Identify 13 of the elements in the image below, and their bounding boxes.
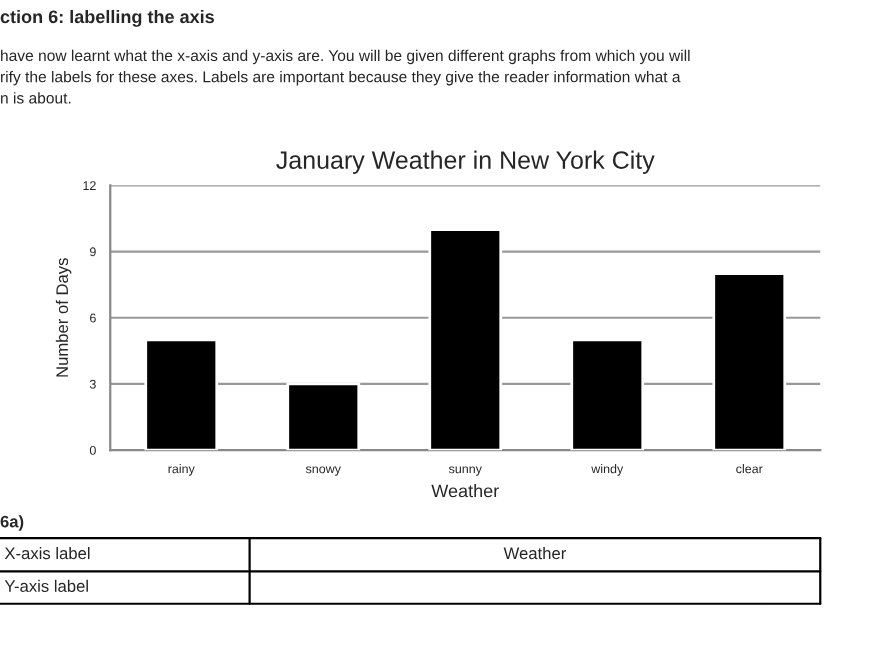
text: Weather	[503, 546, 567, 560]
x-axis-title: Weather	[431, 484, 499, 498]
text: 6a)	[0, 515, 24, 531]
chart-title: January Weather in New York City	[276, 150, 655, 174]
bar	[712, 272, 787, 451]
bar	[428, 228, 503, 451]
bar	[570, 338, 645, 451]
text: ction 6: labelling the axis	[0, 9, 214, 27]
bar	[286, 382, 361, 451]
y-axis-title: Number of Days	[55, 258, 72, 377]
text: Y-axis label	[4, 579, 88, 592]
text: X-axis label	[4, 546, 90, 560]
bar	[144, 338, 219, 451]
